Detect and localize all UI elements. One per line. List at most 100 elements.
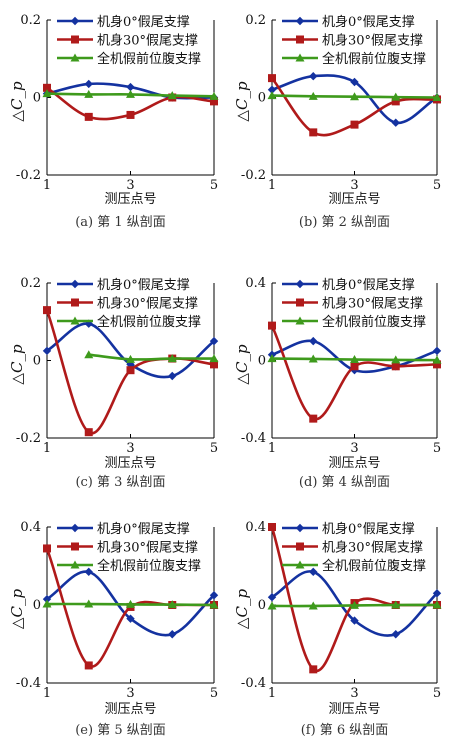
chart-panel-2: -0.2 0 0.2 1 3 5 △C_p 测压点号 机身0°假尾支撑机身30°假尾支撑全机假前… bbox=[233, 13, 442, 230]
series-full-point bbox=[209, 600, 219, 609]
series-full-point bbox=[432, 355, 442, 364]
series-full-point bbox=[350, 355, 359, 364]
series-0deg-point bbox=[209, 336, 219, 346]
y-tick-label: 0 bbox=[258, 354, 266, 369]
series-0deg-point bbox=[309, 567, 318, 577]
x-axis-label: 测压点号 bbox=[104, 456, 156, 471]
series-0deg-legend-label: 机身0°假尾支撑 bbox=[322, 14, 415, 30]
x-tick-label: 1 bbox=[43, 178, 51, 193]
y-tick-label: 0.4 bbox=[20, 520, 41, 535]
series-full-point bbox=[84, 350, 94, 359]
series-0deg-point bbox=[84, 79, 93, 89]
y-tick-label: 0 bbox=[258, 91, 266, 106]
chart-panel-3: -0.2 0 0.2 1 3 5 △C_p 测压点号 机身0°假尾支撑机身30°假尾支撑全机假前… bbox=[8, 276, 219, 490]
panel-caption: (f) 第 6 纵剖面 bbox=[301, 723, 389, 738]
series-full-line bbox=[87, 353, 216, 361]
series-0deg-legend-label: 机身0°假尾支撑 bbox=[97, 521, 190, 537]
series-full-point bbox=[126, 89, 135, 98]
y-tick-label: -0.4 bbox=[241, 676, 266, 691]
series-30deg-point bbox=[43, 544, 51, 553]
y-axis-label: △C_p bbox=[8, 81, 26, 122]
x-axis-label: 测压点号 bbox=[328, 702, 380, 717]
series-30deg-point bbox=[309, 414, 318, 423]
series-full-point bbox=[267, 601, 277, 610]
x-tick-label: 5 bbox=[433, 441, 441, 456]
series-full-legend-marker bbox=[70, 316, 80, 325]
panel-caption: (b) 第 2 纵剖面 bbox=[299, 215, 390, 230]
series-30deg-point bbox=[210, 360, 218, 369]
x-tick-label: 3 bbox=[126, 178, 134, 193]
y-axis-label: △C_p bbox=[8, 344, 26, 385]
series-0deg-point bbox=[432, 589, 442, 598]
series-30deg-line bbox=[270, 324, 439, 421]
series-0deg-point bbox=[126, 360, 135, 369]
y-axis-label: △C_p bbox=[233, 81, 251, 122]
series-full-point bbox=[42, 599, 52, 608]
series-30deg-legend-marker bbox=[296, 35, 304, 44]
series-30deg-legend-label: 机身30°假尾支撑 bbox=[97, 296, 198, 312]
x-tick-label: 1 bbox=[268, 686, 276, 701]
series-30deg-point bbox=[84, 428, 93, 437]
x-axis-label: 测压点号 bbox=[328, 456, 380, 471]
chart-panel-1: -0.2 0 0.2 1 3 5 △C_p 测压点号 机身0°假尾支撑机身30°假尾支撑全机假前… bbox=[8, 13, 219, 230]
series-full-legend-marker bbox=[295, 560, 305, 569]
x-tick-label: 5 bbox=[210, 686, 218, 701]
y-axis-label: △C_p bbox=[8, 589, 26, 630]
series-full-point bbox=[432, 93, 442, 101]
series-0deg-legend-label: 机身0°假尾支撑 bbox=[97, 277, 190, 293]
x-tick-label: 3 bbox=[350, 441, 358, 456]
series-0deg-legend-label: 机身0°假尾支撑 bbox=[97, 14, 190, 30]
series-0deg-point bbox=[168, 630, 177, 639]
series-30deg-line-group bbox=[268, 321, 441, 423]
series-full-point bbox=[167, 91, 177, 100]
series-full-line-group bbox=[267, 91, 442, 101]
series-30deg-point bbox=[309, 665, 318, 674]
panel-caption: (a) 第 1 纵剖面 bbox=[75, 215, 166, 230]
series-0deg-point bbox=[84, 567, 93, 577]
series-30deg-point bbox=[84, 112, 93, 121]
series-0deg-point bbox=[267, 593, 277, 602]
series-full-legend-label: 全机假前位腹支撑 bbox=[322, 51, 426, 67]
series-30deg-legend-marker bbox=[71, 298, 79, 307]
x-tick-label: 5 bbox=[433, 178, 441, 193]
series-30deg-point bbox=[126, 366, 135, 375]
x-tick-label: 5 bbox=[433, 686, 441, 701]
series-full-point bbox=[209, 91, 219, 100]
series-full-legend-label: 全机假前位腹支撑 bbox=[97, 51, 201, 67]
series-0deg-point bbox=[432, 346, 442, 356]
y-axis-label: △C_p bbox=[233, 589, 251, 630]
series-30deg-legend-label: 机身30°假尾支撑 bbox=[97, 33, 198, 49]
series-full-line-group bbox=[42, 599, 219, 609]
series-full-point bbox=[167, 600, 177, 609]
y-axis-label: △C_p bbox=[233, 344, 251, 385]
panel-caption: (e) 第 5 纵剖面 bbox=[75, 723, 166, 738]
series-30deg-point bbox=[126, 110, 135, 119]
y-tick-label: -0.4 bbox=[16, 676, 41, 691]
series-0deg-legend-marker bbox=[295, 279, 305, 289]
series-30deg-legend-label: 机身30°假尾支撑 bbox=[322, 540, 423, 556]
series-30deg-point bbox=[309, 128, 318, 137]
chart-panel-4: -0.4 0 0.4 1 3 5 △C_p 测压点号 机身0°假尾支撑机身30°假尾支撑全机假前… bbox=[233, 276, 442, 490]
y-tick-label: 0.4 bbox=[245, 520, 266, 535]
x-tick-label: 3 bbox=[126, 686, 134, 701]
series-30deg-legend-label: 机身30°假尾支撑 bbox=[322, 33, 423, 49]
series-full-point bbox=[308, 354, 318, 363]
series-full-point bbox=[267, 91, 277, 100]
x-tick-label: 3 bbox=[350, 178, 358, 193]
series-30deg-point bbox=[210, 97, 218, 106]
series-full-point bbox=[167, 354, 177, 363]
series-full-legend-marker bbox=[295, 53, 305, 62]
series-full-line-group bbox=[42, 89, 219, 100]
series-30deg-point bbox=[391, 362, 400, 371]
series-0deg-legend-label: 机身0°假尾支撑 bbox=[322, 277, 415, 293]
x-tick-label: 1 bbox=[43, 441, 51, 456]
series-0deg-legend-marker bbox=[295, 523, 305, 533]
y-tick-label: 0.2 bbox=[245, 13, 266, 28]
series-0deg-point bbox=[391, 630, 400, 639]
series-full-legend-label: 全机假前位腹支撑 bbox=[97, 558, 201, 574]
series-30deg-legend-marker bbox=[71, 35, 79, 44]
series-0deg-legend-marker bbox=[70, 16, 80, 26]
